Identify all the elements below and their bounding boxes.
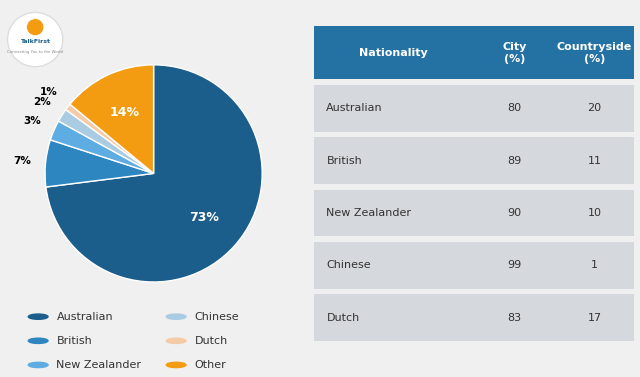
Circle shape [166,314,186,319]
Circle shape [8,12,63,67]
Circle shape [166,362,186,368]
Text: Dutch: Dutch [326,313,360,323]
Text: 11: 11 [588,156,602,166]
Text: Connecting You to the World: Connecting You to the World [7,50,63,54]
Wedge shape [70,65,154,173]
FancyBboxPatch shape [474,26,556,79]
Text: New Zealander: New Zealander [326,208,412,218]
Text: Other: Other [195,360,226,370]
Wedge shape [58,110,154,173]
Text: 89: 89 [508,156,522,166]
Wedge shape [45,140,154,187]
FancyBboxPatch shape [314,85,474,132]
FancyBboxPatch shape [474,190,556,236]
Circle shape [28,338,48,343]
FancyBboxPatch shape [556,294,634,341]
Text: Chinese: Chinese [195,312,239,322]
Text: 90: 90 [508,208,522,218]
Text: Australian: Australian [326,103,383,113]
Text: Dutch: Dutch [195,336,228,346]
Circle shape [28,362,48,368]
FancyBboxPatch shape [556,242,634,289]
FancyBboxPatch shape [314,190,474,236]
Text: 10: 10 [588,208,602,218]
Text: City
(%): City (%) [502,42,527,64]
Text: 20: 20 [588,103,602,113]
FancyBboxPatch shape [314,137,474,184]
Text: TalkFirst: TalkFirst [20,39,50,44]
FancyBboxPatch shape [474,242,556,289]
FancyBboxPatch shape [556,26,634,79]
Wedge shape [66,104,154,173]
FancyBboxPatch shape [314,26,474,79]
FancyBboxPatch shape [556,190,634,236]
Text: 1%: 1% [40,87,58,97]
FancyBboxPatch shape [556,137,634,184]
Text: 14%: 14% [110,106,140,119]
Text: British: British [326,156,362,166]
Text: Countryside
(%): Countryside (%) [557,42,632,64]
Text: 99: 99 [508,261,522,270]
FancyBboxPatch shape [474,85,556,132]
Text: 2%: 2% [33,97,51,107]
Text: 3%: 3% [23,116,41,126]
FancyBboxPatch shape [556,85,634,132]
Text: Australian: Australian [56,312,113,322]
Text: 7%: 7% [13,156,31,166]
Text: 73%: 73% [189,211,219,224]
Text: 83: 83 [508,313,522,323]
Text: British: British [56,336,92,346]
FancyBboxPatch shape [474,294,556,341]
FancyBboxPatch shape [314,294,474,341]
Circle shape [166,338,186,343]
Text: 80: 80 [508,103,522,113]
Wedge shape [51,121,154,173]
Circle shape [28,314,48,319]
FancyBboxPatch shape [314,242,474,289]
Text: Nationality: Nationality [359,48,428,58]
Text: Chinese: Chinese [326,261,371,270]
Wedge shape [46,65,262,282]
Text: New Zealander: New Zealander [56,360,141,370]
Text: 17: 17 [588,313,602,323]
Text: 1: 1 [591,261,598,270]
FancyBboxPatch shape [474,137,556,184]
Circle shape [26,18,44,36]
